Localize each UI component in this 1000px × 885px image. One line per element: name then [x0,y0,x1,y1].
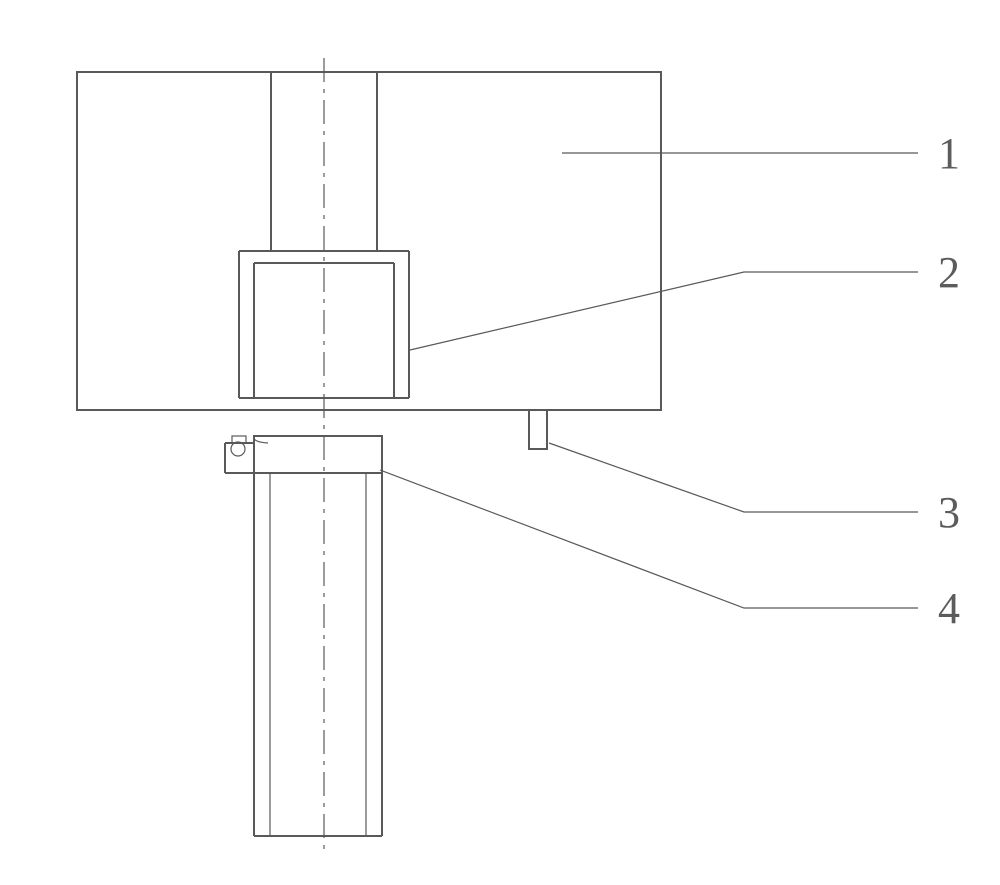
leader-line-4 [380,470,918,608]
callout-label-1: 1 [938,129,960,178]
callout-label-2: 2 [938,248,960,297]
housing-box [77,72,661,410]
bolt-head-icon [231,442,245,456]
callout-label-4: 4 [938,584,960,633]
leader-line-3 [549,443,918,512]
callout-label-3: 3 [938,488,960,537]
locating-pin [529,410,547,449]
leader-line-2 [410,272,918,350]
diagram-canvas: 1 2 3 4 [0,0,1000,885]
